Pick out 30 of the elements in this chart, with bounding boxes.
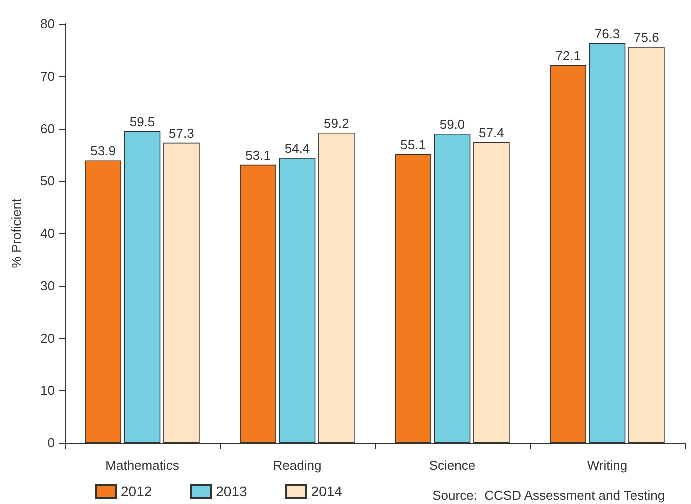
data-label: 53.1 (246, 148, 271, 163)
data-label: 55.1 (400, 137, 426, 152)
data-label: 54.4 (284, 141, 310, 156)
y-tick-label: 0 (48, 436, 55, 450)
data-label: 53.9 (90, 144, 116, 159)
x-tick-label: Writing (587, 458, 628, 473)
y-tick-label: 20 (40, 330, 55, 346)
data-label: 57.3 (169, 126, 194, 141)
data-label: 59.2 (324, 116, 350, 131)
x-tick-label: Reading (273, 458, 322, 473)
y-tick-label: 60 (40, 121, 55, 136)
legend-label: 2014 (311, 484, 343, 500)
x-tick-label: Mathematics (106, 458, 180, 473)
legend-label: 2012 (121, 484, 152, 500)
source-note: Source: CCSD Assessment and Testing (432, 488, 666, 503)
y-tick-label: 80 (40, 16, 55, 32)
y-tick-label: 30 (40, 278, 55, 294)
legend-label: 2013 (216, 484, 248, 500)
data-label: 76.3 (594, 26, 620, 42)
data-label: 59.0 (440, 116, 466, 132)
y-tick-label: 70 (40, 68, 55, 84)
y-tick-label: 50 (40, 174, 55, 189)
y-tick-label: 10 (40, 383, 55, 398)
data-label: 72.1 (556, 48, 581, 64)
y-tick-label: 40 (40, 226, 55, 241)
data-label: 59.5 (130, 114, 156, 130)
data-label: 57.4 (479, 125, 504, 140)
y-axis-title: % Proficient (9, 198, 24, 268)
x-tick-label: Science (429, 458, 476, 473)
data-label: 75.6 (634, 30, 660, 46)
